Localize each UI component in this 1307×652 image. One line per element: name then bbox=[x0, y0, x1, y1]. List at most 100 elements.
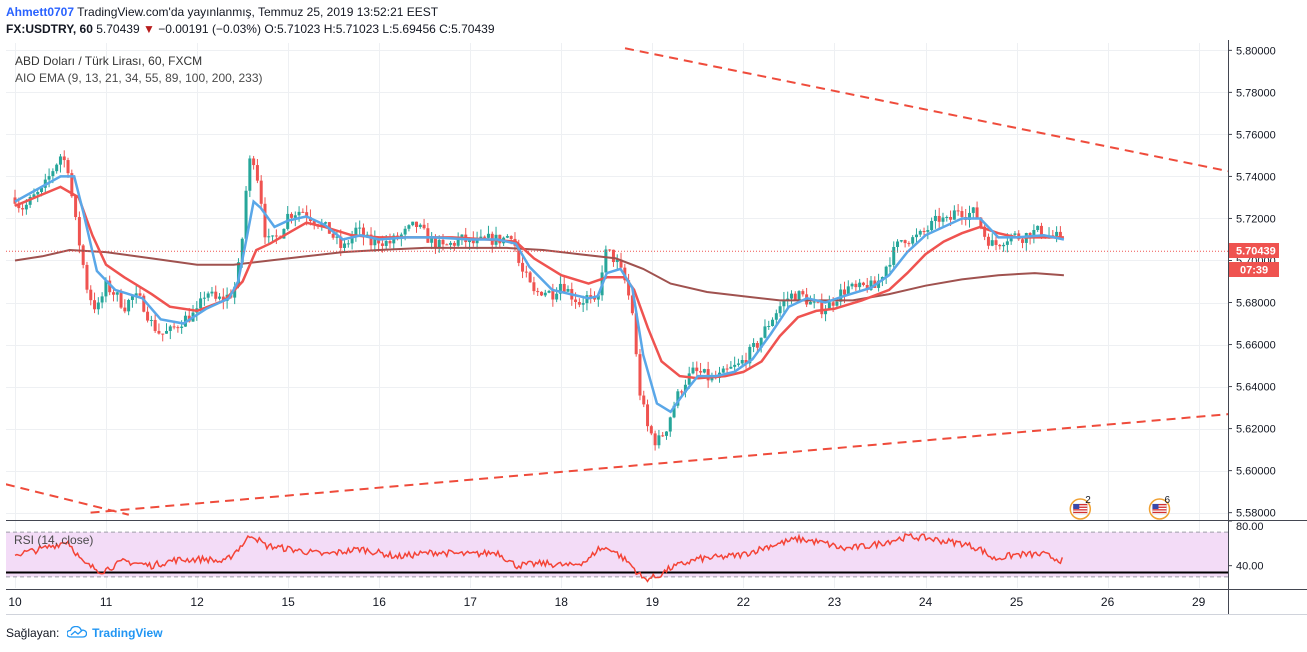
candle bbox=[1021, 237, 1025, 249]
candle bbox=[221, 288, 225, 310]
candle bbox=[729, 361, 733, 370]
candle bbox=[123, 299, 127, 314]
candle-body bbox=[1055, 231, 1059, 237]
candle bbox=[354, 222, 358, 242]
candle-body bbox=[763, 326, 767, 338]
candle-body bbox=[293, 215, 297, 218]
author-link[interactable]: Ahmett0707 bbox=[6, 5, 75, 19]
candle-body bbox=[952, 210, 956, 220]
candle bbox=[657, 429, 661, 449]
candle bbox=[445, 243, 449, 246]
candle-body bbox=[475, 238, 479, 244]
candle-body bbox=[111, 292, 115, 295]
candle-body bbox=[721, 368, 725, 373]
us-flag-event-icon[interactable]: 6 bbox=[1148, 495, 1170, 520]
candle-body bbox=[24, 204, 28, 210]
candle-body bbox=[710, 377, 714, 381]
candle-body bbox=[210, 291, 214, 294]
candle bbox=[66, 157, 70, 178]
candle bbox=[899, 240, 903, 243]
price-tick-label: 5.60000 bbox=[1236, 466, 1276, 478]
candle bbox=[952, 205, 956, 220]
candle bbox=[547, 289, 551, 294]
candle-body bbox=[752, 343, 756, 347]
candle-body bbox=[255, 165, 259, 181]
candle bbox=[702, 368, 706, 374]
candle-body bbox=[411, 221, 415, 226]
candle bbox=[664, 431, 668, 440]
candle bbox=[267, 228, 271, 244]
candle bbox=[218, 293, 222, 301]
time-axis[interactable]: 10 11 12 15 16 17 18 19 22 23 24 25 26 29 bbox=[8, 595, 1205, 609]
candle-body bbox=[267, 236, 271, 238]
candle bbox=[77, 211, 81, 254]
candle bbox=[138, 286, 142, 298]
candle bbox=[62, 150, 66, 168]
candle bbox=[157, 323, 161, 335]
candle-body bbox=[505, 236, 509, 238]
candle-body bbox=[1036, 225, 1040, 231]
trendlines[interactable] bbox=[6, 47, 1232, 516]
candle-body bbox=[36, 192, 40, 195]
candle bbox=[255, 158, 259, 184]
price-axis[interactable]: 5.800005.780005.760005.740005.720005.700… bbox=[1228, 45, 1276, 520]
candle bbox=[736, 358, 740, 367]
time-tick-label: 12 bbox=[190, 595, 204, 609]
candle-body bbox=[301, 211, 305, 213]
candle bbox=[744, 352, 748, 369]
candle-body bbox=[115, 292, 119, 295]
candle-body bbox=[100, 296, 104, 303]
candle-body bbox=[21, 208, 25, 210]
candle bbox=[96, 297, 100, 315]
candle bbox=[649, 424, 653, 436]
candle bbox=[755, 340, 759, 352]
candle-body bbox=[699, 371, 703, 373]
trendline[interactable] bbox=[90, 413, 1232, 514]
time-tick-label: 19 bbox=[646, 595, 660, 609]
candle bbox=[566, 285, 570, 292]
candle-body bbox=[214, 291, 218, 299]
trendline[interactable] bbox=[6, 483, 130, 516]
candle-body bbox=[180, 326, 184, 328]
time-tick-label: 26 bbox=[1101, 595, 1115, 609]
candle-body bbox=[157, 330, 161, 334]
candle bbox=[907, 241, 911, 247]
candle-body bbox=[691, 367, 695, 374]
candle-body bbox=[865, 285, 869, 290]
candle-body bbox=[627, 280, 631, 296]
candle-body bbox=[551, 290, 555, 300]
us-flag-event-icon[interactable]: 2 bbox=[1069, 495, 1091, 520]
candle-body bbox=[240, 238, 244, 263]
candle-body bbox=[733, 364, 737, 367]
candle-body bbox=[252, 158, 256, 166]
price-tick-label: 5.66000 bbox=[1236, 340, 1276, 352]
candle-body bbox=[134, 293, 138, 297]
symbol-quote: FX:USDTRY, 60 5.70439 ▼ −0.00191 (−0.03%… bbox=[6, 22, 495, 36]
candle bbox=[846, 280, 850, 296]
candle-body bbox=[433, 236, 437, 248]
trendline[interactable] bbox=[624, 47, 1231, 173]
rsi-axis[interactable]: 80.00 40.00 bbox=[1228, 520, 1264, 573]
candle-body bbox=[574, 299, 578, 303]
candle-body bbox=[354, 227, 358, 236]
candle-body bbox=[539, 291, 543, 296]
tradingview-brand[interactable]: TradingView bbox=[92, 626, 163, 640]
candle bbox=[839, 283, 843, 308]
candle-body bbox=[66, 160, 70, 174]
candle-body bbox=[634, 313, 638, 355]
candle-body bbox=[555, 293, 559, 300]
candle-body bbox=[899, 240, 903, 242]
candle-body bbox=[619, 259, 623, 268]
rsi-band-lines bbox=[6, 531, 1228, 578]
candle-body bbox=[104, 280, 108, 297]
candle-body bbox=[259, 180, 263, 204]
candle-body bbox=[755, 343, 759, 348]
candle bbox=[100, 292, 104, 309]
time-tick-label: 25 bbox=[1010, 595, 1024, 609]
candle bbox=[149, 315, 153, 327]
candle-body bbox=[949, 217, 953, 220]
candle-body bbox=[70, 173, 74, 197]
candle-body bbox=[604, 249, 608, 273]
